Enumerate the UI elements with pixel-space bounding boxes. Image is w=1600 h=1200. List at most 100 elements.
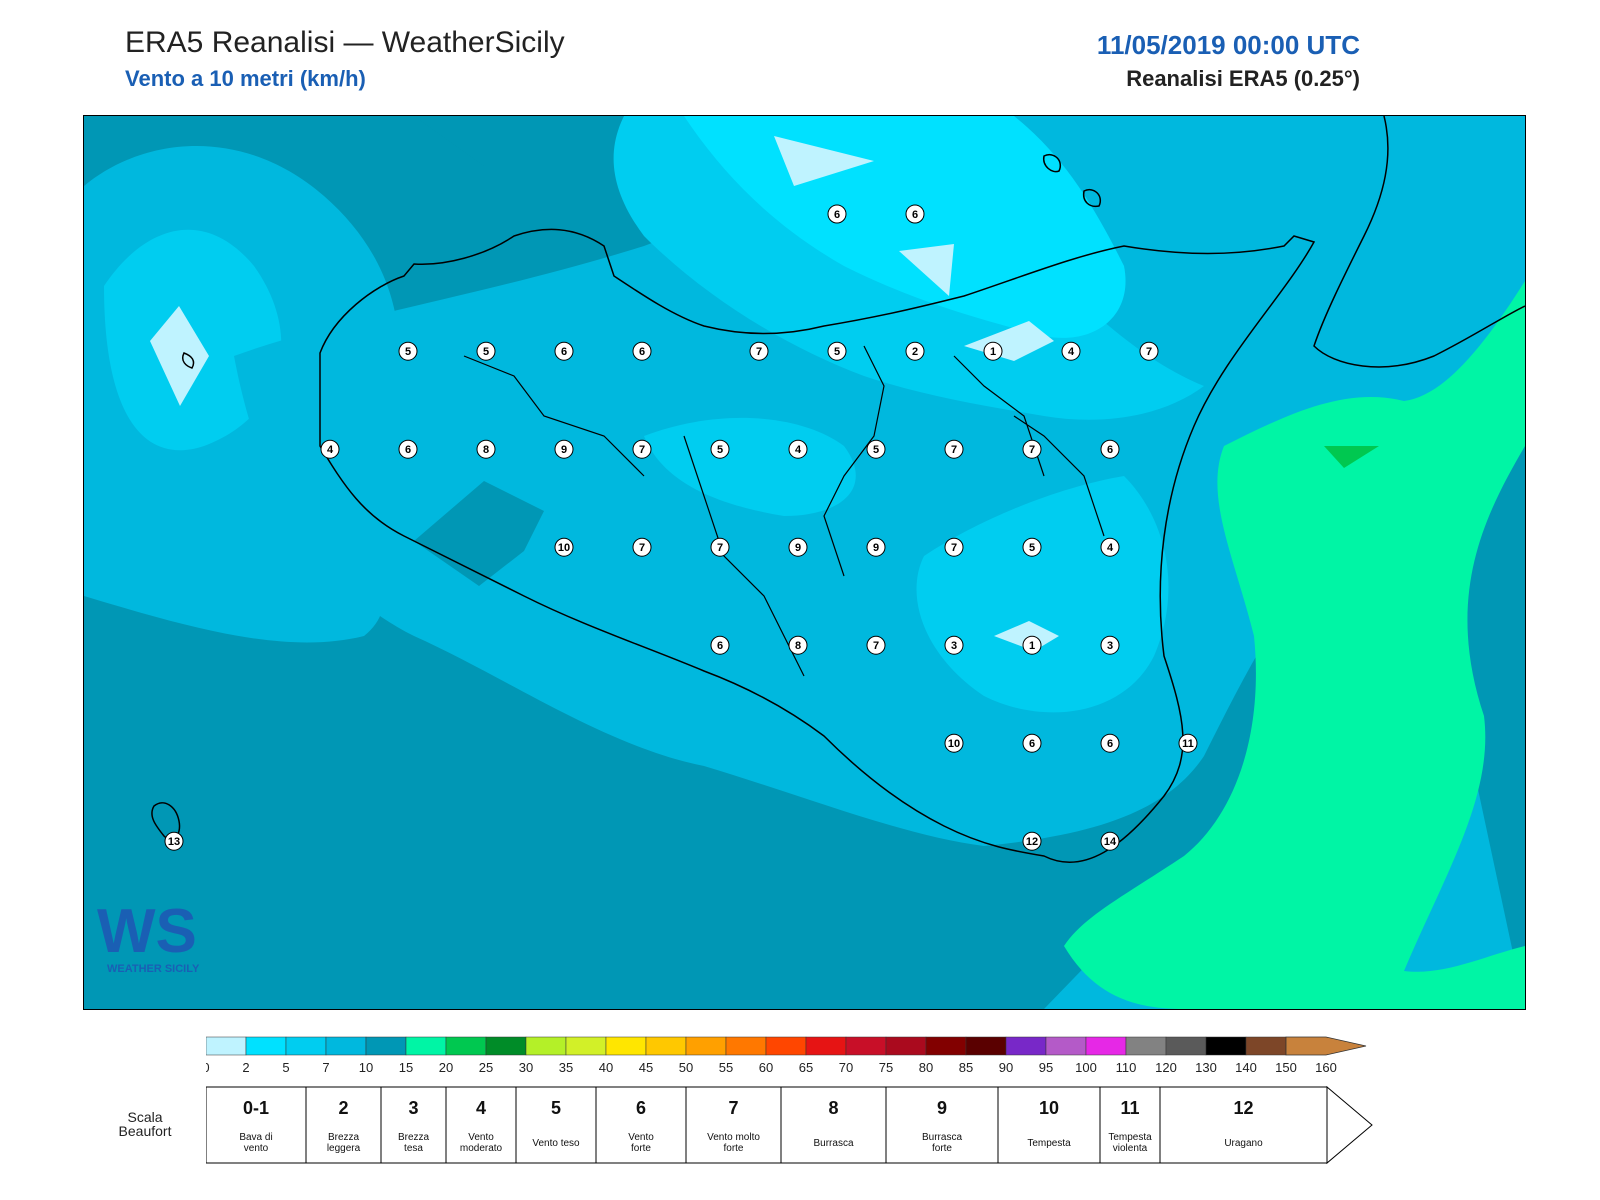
colorbar-swatch xyxy=(405,1036,447,1056)
marker-circle xyxy=(1061,341,1081,361)
beaufort-number: 11 xyxy=(1120,1098,1139,1118)
wind-value-marker: 4 xyxy=(788,439,808,459)
beaufort-number: 10 xyxy=(1039,1098,1059,1118)
wind-value-label: 7 xyxy=(1029,444,1035,456)
beaufort-class: 8 Burrasca xyxy=(780,1086,887,1164)
marker-circle xyxy=(827,341,847,361)
marker-circle xyxy=(1100,439,1120,459)
beaufort-number: 6 xyxy=(636,1098,646,1118)
wind-value-marker: 5 xyxy=(1022,537,1042,557)
colorbar-ticks: 0257101520253035404550556065707580859095… xyxy=(206,1060,1337,1075)
marker-circle xyxy=(1022,831,1042,851)
wind-value-marker: 3 xyxy=(944,635,964,655)
beaufort-name: Bava di xyxy=(239,1132,272,1143)
beaufort-cell xyxy=(997,1086,1101,1164)
marker-circle xyxy=(1022,537,1042,557)
wind-value-label: 11 xyxy=(1182,738,1194,750)
wind-value-label: 5 xyxy=(1029,542,1035,554)
wind-value-marker: 2 xyxy=(905,341,925,361)
province-borders xyxy=(463,345,1105,677)
beaufort-cell xyxy=(780,1086,887,1164)
colorbar-tick-label: 5 xyxy=(282,1060,289,1075)
beaufort-class: 10 Tempesta xyxy=(997,1086,1101,1164)
marker-circle xyxy=(788,439,808,459)
wind-value-marker: 5 xyxy=(710,439,730,459)
beaufort-name: forte xyxy=(723,1143,743,1154)
marker-circle xyxy=(944,733,964,753)
marker-circle xyxy=(905,341,925,361)
wind-value-marker: 6 xyxy=(1100,733,1120,753)
colorbar-swatch xyxy=(245,1036,287,1056)
wind-value-marker: 6 xyxy=(632,341,652,361)
colorbar-tick-label: 90 xyxy=(999,1060,1013,1075)
marker-circle xyxy=(827,204,847,224)
wind-value-label: 6 xyxy=(1029,738,1035,750)
wind-value-label: 6 xyxy=(1107,444,1113,456)
zone-calm-4 xyxy=(994,621,1059,651)
wind-value-marker: 6 xyxy=(827,204,847,224)
wind-value-label: 10 xyxy=(558,542,570,554)
beaufort-name: Burrasca xyxy=(813,1138,853,1149)
wind-value-marker: 6 xyxy=(905,204,925,224)
colorbar-tick-label: 100 xyxy=(1075,1060,1097,1075)
wind-value-marker: 9 xyxy=(554,439,574,459)
wind-value-label: 6 xyxy=(405,444,411,456)
colorbar-tick-label: 150 xyxy=(1275,1060,1297,1075)
wind-value-marker: 7 xyxy=(1022,439,1042,459)
wind-value-marker: 13 xyxy=(164,831,184,851)
colorbar-tick-label: 2 xyxy=(242,1060,249,1075)
beaufort-name: violenta xyxy=(1113,1143,1148,1154)
value-layer: 6 65 5 6 6 7 5 2 1 4 74 6 8 9 7 5 4 5 7 7 610 7 7 9 9 7 5 46 8 7 3 1 310… xyxy=(164,204,1198,851)
map-source: Reanalisi ERA5 (0.25°) xyxy=(1126,66,1360,91)
colorbar-swatch xyxy=(285,1036,327,1056)
wind-value-label: 6 xyxy=(639,346,645,358)
beaufort-cell xyxy=(685,1086,782,1164)
wind-value-marker: 6 xyxy=(710,635,730,655)
wind-value-marker: 7 xyxy=(632,537,652,557)
wind-value-label: 7 xyxy=(873,640,879,652)
colorbar-swatch xyxy=(765,1036,807,1056)
wind-value-label: 13 xyxy=(168,836,180,848)
marker-circle xyxy=(866,635,886,655)
beaufort-number: 3 xyxy=(408,1098,418,1118)
zone-west-calm xyxy=(150,306,209,406)
beaufort-number: 5 xyxy=(551,1098,561,1118)
colorbar-swatch xyxy=(845,1036,887,1056)
colorbar-tick-label: 80 xyxy=(919,1060,933,1075)
colorbar-swatch xyxy=(605,1036,647,1056)
logo-text: WEATHER SICILY xyxy=(107,963,200,975)
marker-circle xyxy=(983,341,1003,361)
marker-circle xyxy=(1100,733,1120,753)
wind-value-marker: 7 xyxy=(944,537,964,557)
wind-value-marker: 1 xyxy=(983,341,1003,361)
marker-circle xyxy=(1100,537,1120,557)
wind-value-label: 7 xyxy=(951,542,957,554)
beaufort-name: leggera xyxy=(327,1143,361,1154)
wind-value-label: 7 xyxy=(639,444,645,456)
colorbar-tick-label: 65 xyxy=(799,1060,813,1075)
wind-value-marker: 5 xyxy=(476,341,496,361)
colorbar-swatch xyxy=(1125,1036,1167,1056)
wind-value-label: 10 xyxy=(948,738,960,750)
wind-value-label: 8 xyxy=(795,640,801,652)
marker-circle xyxy=(710,537,730,557)
wind-value-label: 12 xyxy=(1026,836,1038,848)
beaufort-number: 0-1 xyxy=(243,1098,269,1118)
beaufort-name: Vento teso xyxy=(532,1138,580,1149)
colorbar-swatch xyxy=(325,1036,367,1056)
wind-value-label: 5 xyxy=(873,444,879,456)
wind-value-label: 6 xyxy=(717,640,723,652)
marker-circle xyxy=(320,439,340,459)
colorbar-tick-label: 55 xyxy=(719,1060,733,1075)
map-date: 11/05/2019 00:00 UTC xyxy=(1096,30,1360,60)
colorbar-tick-label: 15 xyxy=(399,1060,413,1075)
wind-value-label: 5 xyxy=(405,346,411,358)
beaufort-name: forte xyxy=(932,1143,952,1154)
marker-circle xyxy=(476,341,496,361)
wind-map: 6 6 5 5 6 6 7 5 2 1 4 7 4 6 8 9 7 5 4 5 7 7 6 10 7 7 9 9 7 5 4 6 8 7 3 1 3 10… xyxy=(83,115,1526,1010)
wind-value-label: 5 xyxy=(717,444,723,456)
marker-circle xyxy=(1100,831,1120,851)
wind-value-marker: 8 xyxy=(788,635,808,655)
marker-circle xyxy=(749,341,769,361)
wind-value-marker: 10 xyxy=(944,733,964,753)
